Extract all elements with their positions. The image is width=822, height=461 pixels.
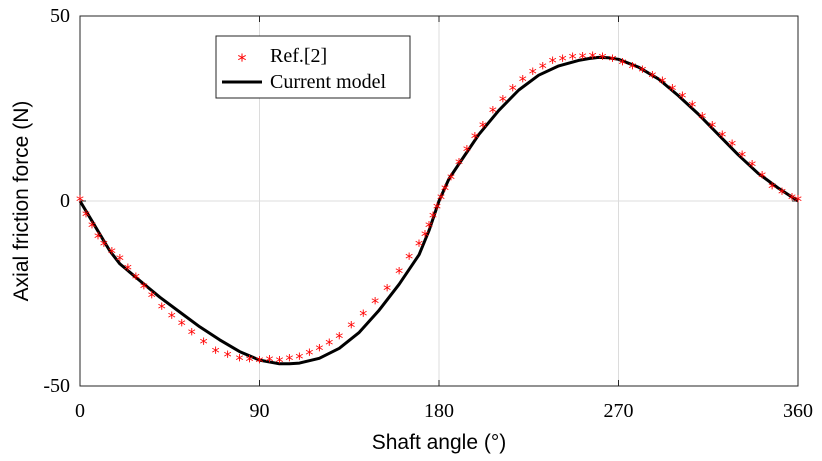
ref-data-point: *	[748, 156, 756, 175]
x-tick-label: 90	[250, 400, 270, 422]
ref-data-point: *	[265, 352, 273, 371]
ref-data-point: *	[383, 280, 391, 299]
ref-data-point: *	[158, 299, 166, 318]
ref-data-point: *	[285, 351, 293, 370]
ref-data-point: *	[335, 328, 343, 347]
series-current-model-line	[78, 55, 799, 366]
ref-data-point: *	[433, 199, 441, 218]
y-tick-label: -50	[43, 375, 70, 397]
ref-data-point: *	[305, 345, 313, 364]
ref-data-point: *	[519, 71, 527, 90]
x-axis-title: Shaft angle (°)	[372, 431, 506, 454]
ref-data-point: *	[471, 129, 479, 148]
ref-data-point: *	[325, 335, 333, 354]
ref-data-point: *	[437, 190, 445, 209]
ref-data-point: *	[188, 325, 196, 344]
ref-data-point: *	[371, 293, 379, 312]
ref-data-point: *	[648, 68, 656, 87]
ref-data-point: *	[178, 315, 186, 334]
ref-data-point: *	[76, 192, 84, 211]
ref-data-point: *	[168, 308, 176, 327]
ref-data-point: *	[599, 49, 607, 68]
ref-data-point: *	[236, 351, 244, 370]
y-axis-title: Axial friction force (N)	[10, 101, 33, 302]
ref-data-point: *	[463, 142, 471, 161]
ref-data-point: *	[708, 118, 716, 137]
ref-data-point: *	[359, 306, 367, 325]
ref-data-point: *	[441, 180, 449, 199]
ref-data-point: *	[295, 349, 303, 368]
y-tick-label: 0	[60, 190, 70, 212]
ref-data-point: *	[212, 343, 220, 362]
ref-data-point: *	[618, 55, 626, 74]
ref-data-point: *	[108, 243, 116, 262]
ref-data-point: *	[778, 184, 786, 203]
ref-data-point: *	[738, 147, 746, 166]
legend: * Ref.[2] Current model	[215, 35, 411, 99]
ref-data-point: *	[88, 217, 96, 236]
ref-data-point: *	[94, 229, 102, 248]
ref-data-point: *	[569, 49, 577, 68]
ref-data-point: *	[200, 334, 208, 353]
ref-data-point: *	[579, 48, 587, 67]
ref-data-point: *	[499, 92, 507, 111]
ref-data-point: *	[256, 352, 264, 371]
ref-data-point: *	[405, 249, 413, 268]
ref-data-point: *	[658, 73, 666, 92]
ref-data-point: *	[425, 217, 433, 236]
ref-data-point: *	[628, 58, 636, 77]
legend-marker-ref: *	[238, 51, 247, 72]
ref-data-point: *	[429, 208, 437, 227]
x-tick-label: 180	[424, 400, 454, 422]
ref-data-point: *	[509, 81, 517, 100]
ref-data-point: *	[678, 88, 686, 107]
legend-label-model: Current model	[270, 71, 387, 93]
ref-data-point: *	[415, 236, 423, 255]
legend-box	[215, 35, 411, 99]
legend-label-ref: Ref.[2]	[270, 45, 327, 67]
ref-data-point: *	[559, 51, 567, 70]
ref-data-point: *	[116, 251, 124, 270]
series-layer: ***** * * * * * ** * * * * * * * * * * * * * * * * ************…	[76, 48, 802, 372]
ref-data-point: *	[794, 192, 802, 211]
ref-data-point: *	[758, 167, 766, 186]
ref-data-point: *	[728, 136, 736, 155]
ref-data-point: *	[140, 278, 148, 297]
ref-data-point: *	[148, 288, 156, 307]
ref-data-point: *	[529, 64, 537, 83]
ref-data-point: *	[82, 206, 90, 225]
ref-data-point: *	[768, 179, 776, 198]
ref-data-point: *	[124, 260, 132, 279]
ref-data-point: *	[132, 269, 140, 288]
y-tick-label: 50	[50, 5, 70, 27]
ref-data-point: *	[489, 103, 497, 122]
ref-data-point: *	[246, 351, 254, 370]
ref-data-point: *	[589, 48, 597, 67]
ref-data-point: *	[224, 347, 232, 366]
ref-data-point: *	[347, 317, 355, 336]
ref-data-point: *	[315, 341, 323, 360]
ref-data-point: *	[549, 53, 557, 72]
ref-data-point: *	[788, 190, 796, 209]
ref-data-point: *	[698, 108, 706, 127]
ref-data-point: *	[479, 118, 487, 137]
x-tick-label: 270	[604, 400, 634, 422]
ref-data-point: *	[539, 58, 547, 77]
x-tick-label: 0	[75, 400, 85, 422]
ref-data-point: *	[609, 51, 617, 70]
ref-data-point: *	[447, 169, 455, 188]
ref-data-point: *	[395, 264, 403, 283]
ref-data-point: *	[275, 352, 283, 371]
ref-data-point: *	[455, 155, 463, 174]
ref-data-point: *	[718, 127, 726, 146]
ref-data-point: *	[421, 227, 429, 246]
ref-data-point: *	[638, 62, 646, 81]
x-tick-label: 360	[783, 400, 813, 422]
ref-data-point: *	[668, 81, 676, 100]
ref-data-point: *	[688, 97, 696, 116]
ref-data-point: *	[100, 236, 108, 255]
